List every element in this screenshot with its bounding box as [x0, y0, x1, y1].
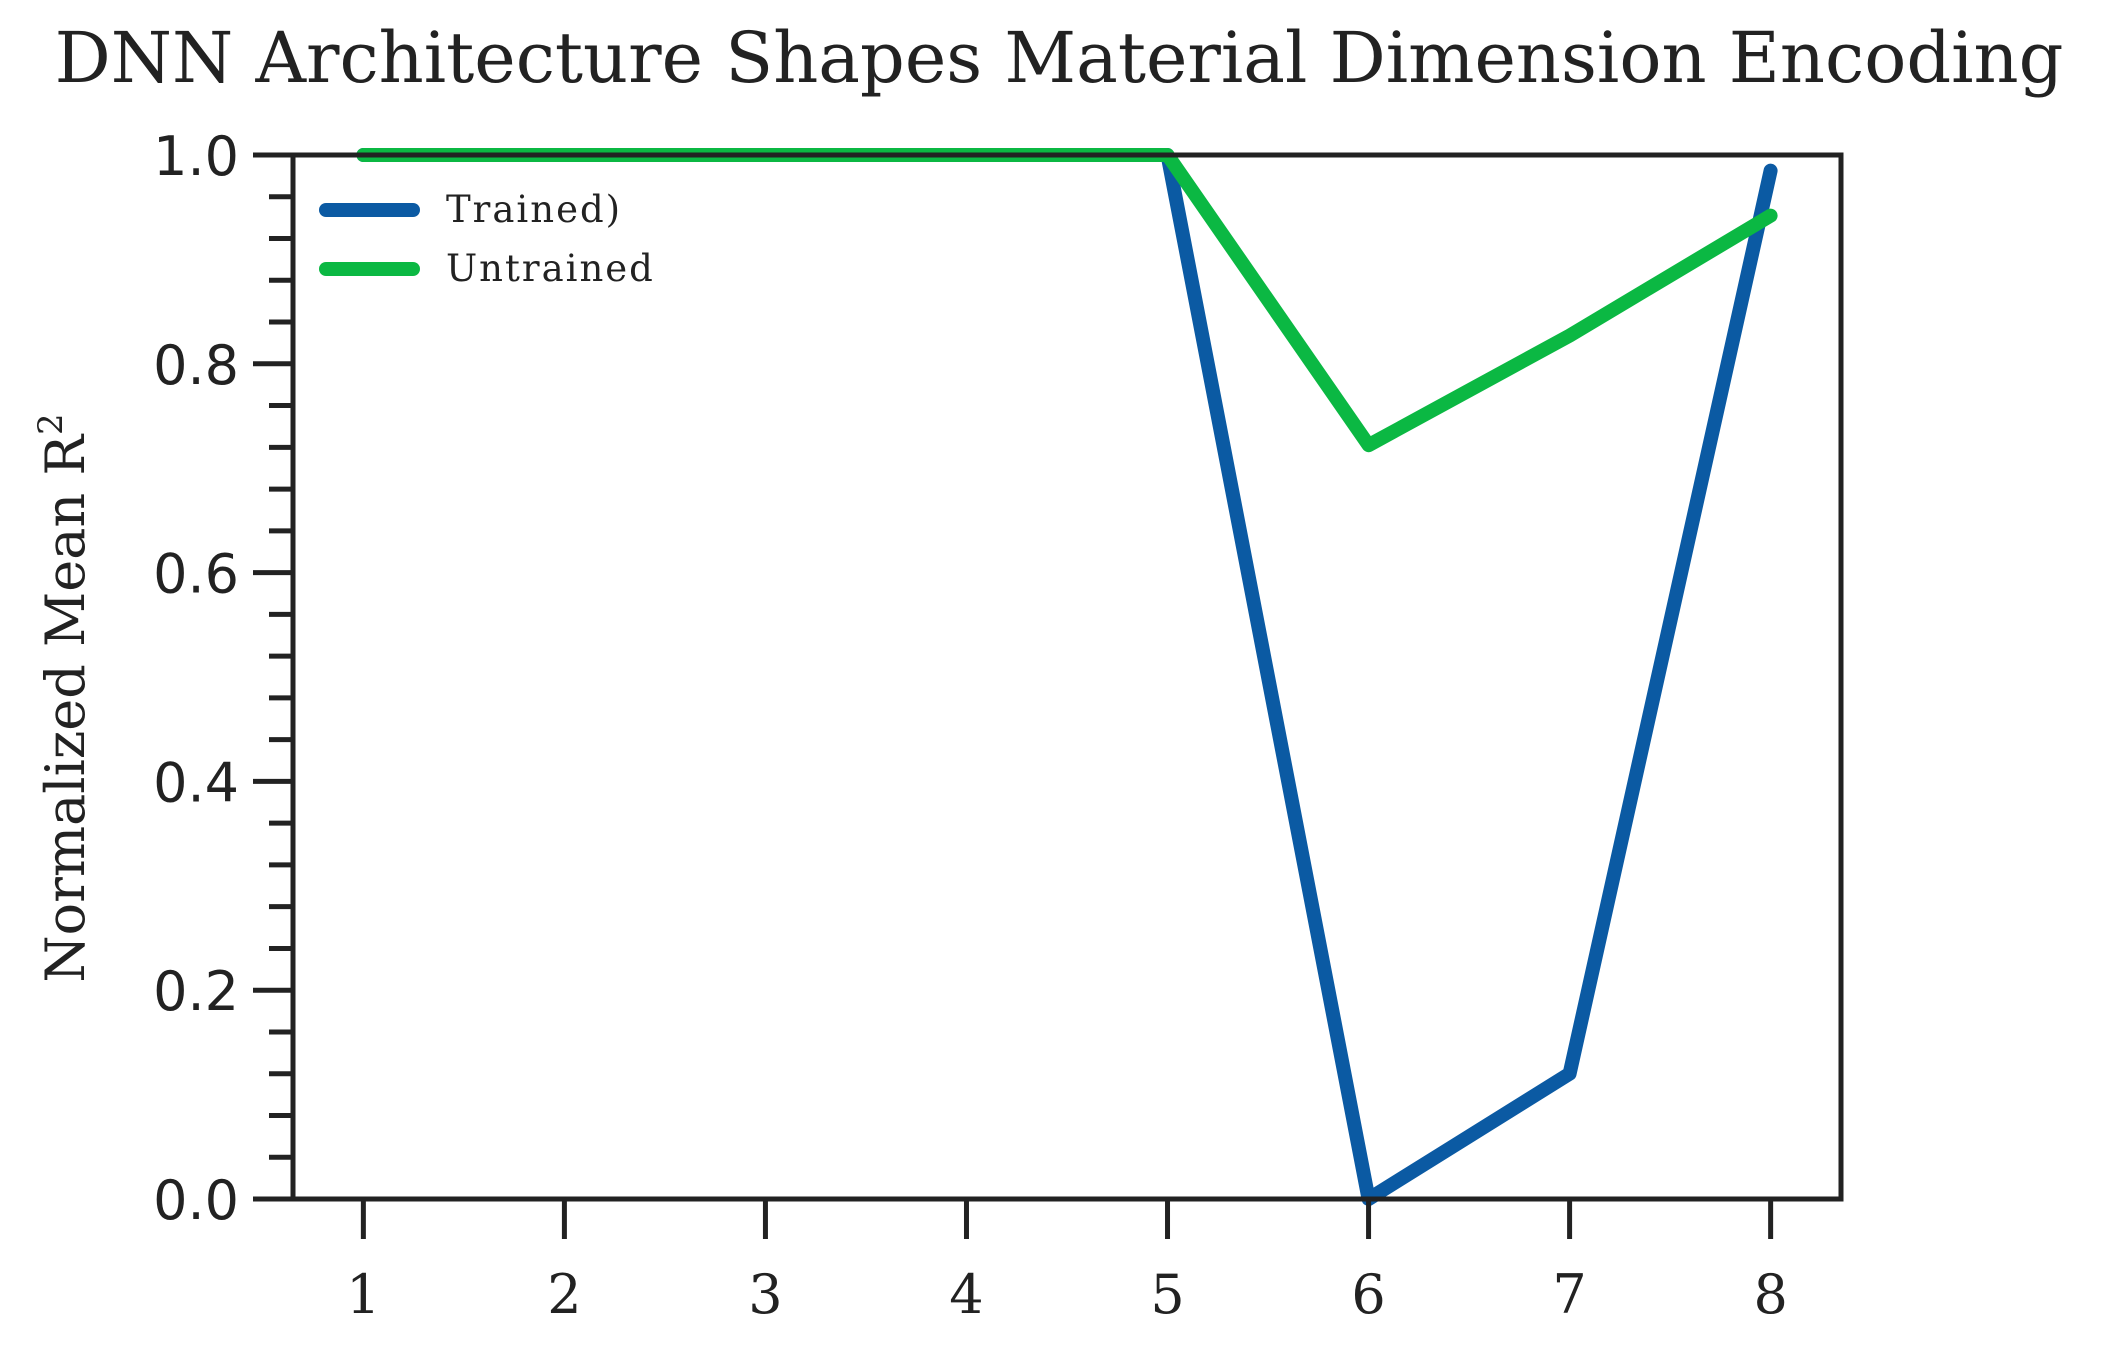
series-lines	[356, 148, 1778, 1206]
x-tick-label: 8	[1753, 1263, 1787, 1326]
y-tick-label: 0.8	[153, 334, 239, 397]
y-tick-label: 0.2	[153, 960, 239, 1023]
legend: Trained) Untrained	[319, 188, 655, 290]
x-tick-label: 6	[1351, 1263, 1385, 1326]
legend-label-2: Untrained	[446, 247, 655, 290]
legend-label-1: Trained)	[446, 188, 622, 231]
x-tick-label: 3	[748, 1263, 782, 1326]
y-tick-label: 1.0	[153, 125, 239, 188]
y-axis-label: Normalized Mean R2	[31, 413, 97, 982]
y-axis-ticks: 0.0 0.2 0.4 0.6 0.8 1.0	[153, 125, 293, 1232]
x-tick-label: 1	[346, 1263, 380, 1326]
plot-frame	[290, 152, 1844, 1202]
x-tick-label: 5	[1150, 1263, 1184, 1326]
x-axis-ticks: 1 2 3 4 5 6 7 8	[346, 1199, 1788, 1326]
y-tick-label: 0.6	[153, 543, 239, 606]
svg-text:Normalized Mean R2: Normalized Mean R2	[31, 413, 97, 982]
y-axis-label-text: Normalized Mean R	[34, 434, 97, 983]
chart-title: DNN Architecture Shapes Material Dimensi…	[55, 17, 2064, 99]
y-tick-label: 0.4	[153, 751, 239, 814]
x-tick-label: 7	[1552, 1263, 1586, 1326]
x-tick-label: 2	[547, 1263, 581, 1326]
y-axis-label-superscript: 2	[31, 413, 71, 435]
x-tick-label: 4	[949, 1263, 983, 1326]
series-line-1	[356, 148, 1778, 1206]
y-tick-label: 0.0	[153, 1169, 239, 1232]
